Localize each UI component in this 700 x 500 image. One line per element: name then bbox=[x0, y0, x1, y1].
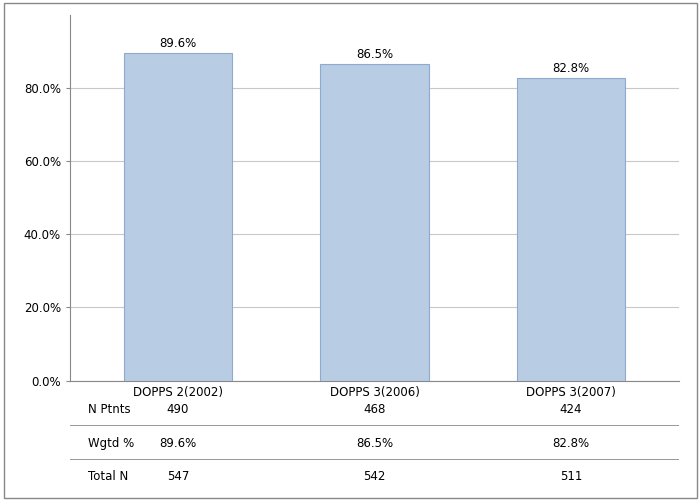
Text: 89.6%: 89.6% bbox=[160, 37, 197, 50]
Text: 542: 542 bbox=[363, 470, 386, 483]
Bar bbox=[321, 64, 428, 380]
Bar bbox=[517, 78, 625, 380]
Text: 89.6%: 89.6% bbox=[160, 436, 197, 450]
Text: N Ptnts: N Ptnts bbox=[88, 404, 131, 416]
Text: 490: 490 bbox=[167, 404, 189, 416]
Text: Total N: Total N bbox=[88, 470, 129, 483]
Bar bbox=[124, 53, 232, 380]
Text: 547: 547 bbox=[167, 470, 189, 483]
Text: 424: 424 bbox=[560, 404, 582, 416]
Text: 86.5%: 86.5% bbox=[356, 48, 393, 62]
Text: 86.5%: 86.5% bbox=[356, 436, 393, 450]
Text: 82.8%: 82.8% bbox=[552, 62, 589, 75]
Text: 511: 511 bbox=[560, 470, 582, 483]
Text: 468: 468 bbox=[363, 404, 386, 416]
Text: 82.8%: 82.8% bbox=[552, 436, 589, 450]
Text: Wgtd %: Wgtd % bbox=[88, 436, 134, 450]
